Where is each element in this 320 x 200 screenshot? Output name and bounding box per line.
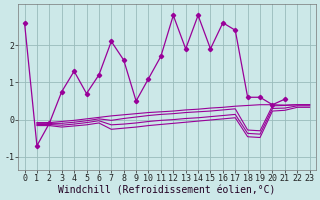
X-axis label: Windchill (Refroidissement éolien,°C): Windchill (Refroidissement éolien,°C) bbox=[58, 186, 276, 196]
